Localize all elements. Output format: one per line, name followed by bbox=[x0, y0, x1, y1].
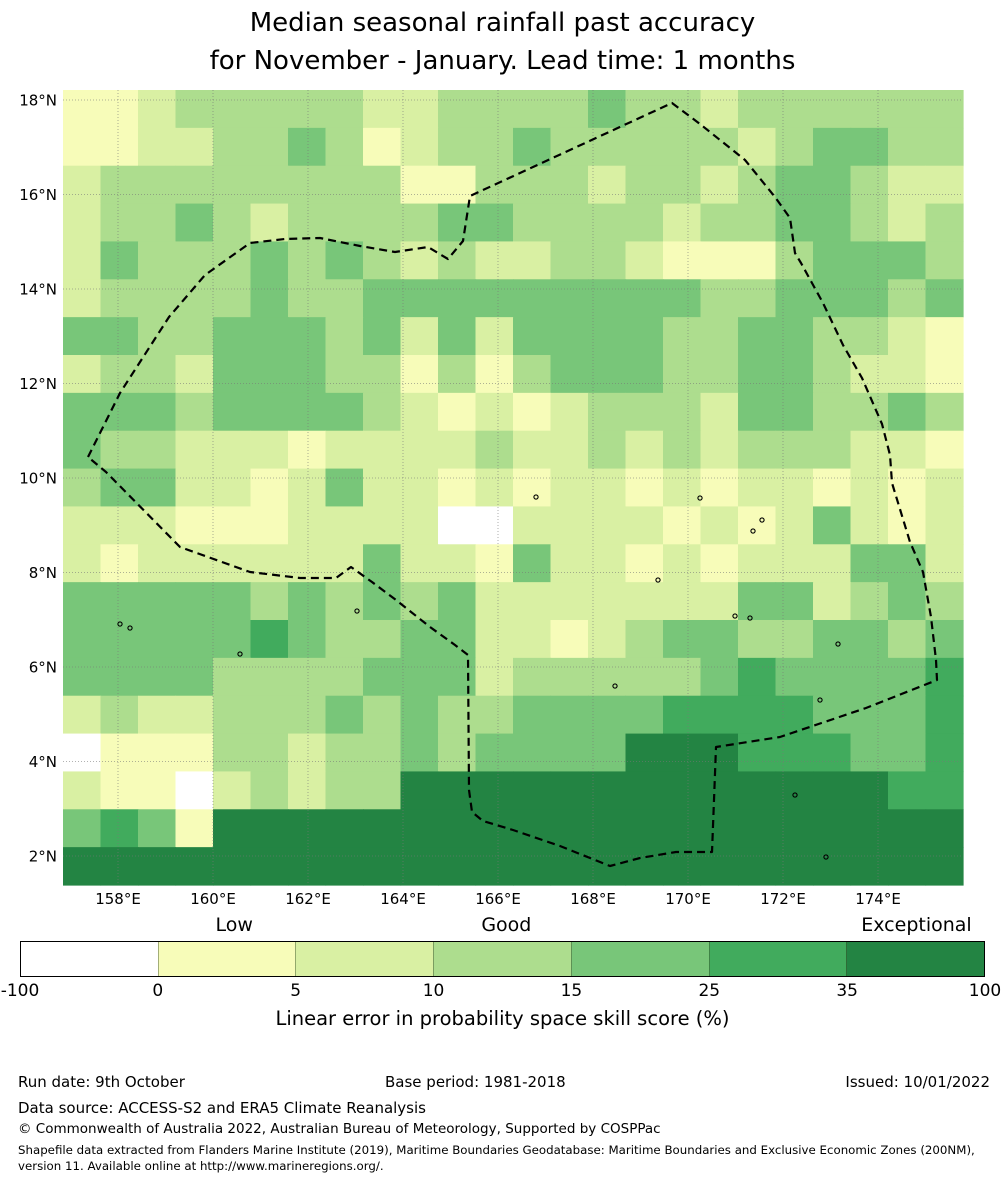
run-date-text: Run date: 9th October bbox=[18, 1073, 185, 1091]
svg-text:12°N: 12°N bbox=[19, 375, 57, 393]
svg-text:14°N: 14°N bbox=[19, 281, 57, 299]
copyright-text: © Commonwealth of Australia 2022, Austra… bbox=[18, 1121, 661, 1137]
rainfall-skill-map: 158°E 160°E 162°E 164°E 166°E 168°E 170°E 172°E… bbox=[19, 90, 964, 908]
svg-text:170°E: 170°E bbox=[665, 890, 711, 908]
svg-text:164°E: 164°E bbox=[380, 890, 426, 908]
svg-text:16°N: 16°N bbox=[19, 186, 57, 204]
svg-text:162°E: 162°E bbox=[285, 890, 331, 908]
colorbar-tick--100: -100 bbox=[0, 981, 40, 1001]
colorbar-segment-0 bbox=[21, 942, 158, 976]
colorbar-tick-35: 35 bbox=[836, 981, 858, 1001]
colorbar-category-low: Low bbox=[215, 914, 253, 936]
svg-text:168°E: 168°E bbox=[570, 890, 616, 908]
issued-date-text: Issued: 10/01/2022 bbox=[845, 1073, 990, 1091]
chart-title: Median seasonal rainfall past accuracy f… bbox=[0, 4, 1005, 80]
colorbar-tick-0: 0 bbox=[152, 981, 164, 1001]
svg-text:18°N: 18°N bbox=[19, 92, 57, 110]
svg-text:174°E: 174°E bbox=[855, 890, 901, 908]
colorbar-segment-2 bbox=[295, 942, 434, 976]
svg-text:4°N: 4°N bbox=[29, 753, 57, 771]
svg-text:6°N: 6°N bbox=[29, 659, 57, 677]
longitude-tick-labels: 158°E 160°E 162°E 164°E 166°E 168°E 170°E 172°E… bbox=[95, 890, 901, 908]
base-period-text: Base period: 1981-2018 bbox=[385, 1073, 566, 1091]
island-outlines bbox=[117, 494, 841, 860]
lat-lon-gridlines bbox=[63, 90, 963, 885]
colorbar-tick-25: 25 bbox=[698, 981, 721, 1001]
svg-text:10°N: 10°N bbox=[19, 470, 57, 488]
svg-text:8°N: 8°N bbox=[29, 564, 57, 582]
heatmap-cells bbox=[63, 90, 964, 886]
colorbar-tick-5: 5 bbox=[290, 981, 302, 1001]
colorbar-segment-4 bbox=[570, 942, 709, 976]
colorbar-segment-3 bbox=[433, 942, 571, 976]
shapefile-attribution-line2: version 11. Available online at http://w… bbox=[18, 1159, 384, 1173]
svg-text:166°E: 166°E bbox=[475, 890, 521, 908]
shapefile-attribution-line1: Shapefile data extracted from Flanders M… bbox=[18, 1143, 975, 1157]
colorbar bbox=[20, 941, 985, 977]
colorbar-segment-1 bbox=[157, 942, 296, 976]
colorbar-tick-10: 10 bbox=[422, 981, 445, 1001]
data-source-text: Data source: ACCESS-S2 and ERA5 Climate … bbox=[18, 1099, 426, 1117]
svg-text:172°E: 172°E bbox=[760, 890, 806, 908]
eez-boundary-dashed-line bbox=[86, 101, 939, 868]
chart-title-line2: for November - January. Lead time: 1 mon… bbox=[209, 46, 796, 76]
colorbar-tick-15: 15 bbox=[560, 981, 583, 1001]
colorbar-axis-label: Linear error in probability space skill … bbox=[275, 1007, 730, 1030]
colorbar-category-exceptional: Exceptional bbox=[861, 914, 972, 936]
svg-text:158°E: 158°E bbox=[95, 890, 141, 908]
svg-text:2°N: 2°N bbox=[29, 848, 57, 866]
colorbar-category-good: Good bbox=[481, 914, 532, 936]
colorbar-tick-100: 100 bbox=[968, 981, 1002, 1001]
latitude-tick-labels: 18°N 16°N 14°N 12°N 10°N 8°N 6°N 4°N 2°N bbox=[19, 92, 57, 866]
svg-text:160°E: 160°E bbox=[190, 890, 236, 908]
shapefile-attribution-text: Shapefile data extracted from Flanders M… bbox=[18, 1142, 993, 1174]
colorbar-segment-5 bbox=[708, 942, 847, 976]
chart-title-line1: Median seasonal rainfall past accuracy bbox=[249, 8, 756, 38]
colorbar-segment-6 bbox=[846, 942, 985, 976]
